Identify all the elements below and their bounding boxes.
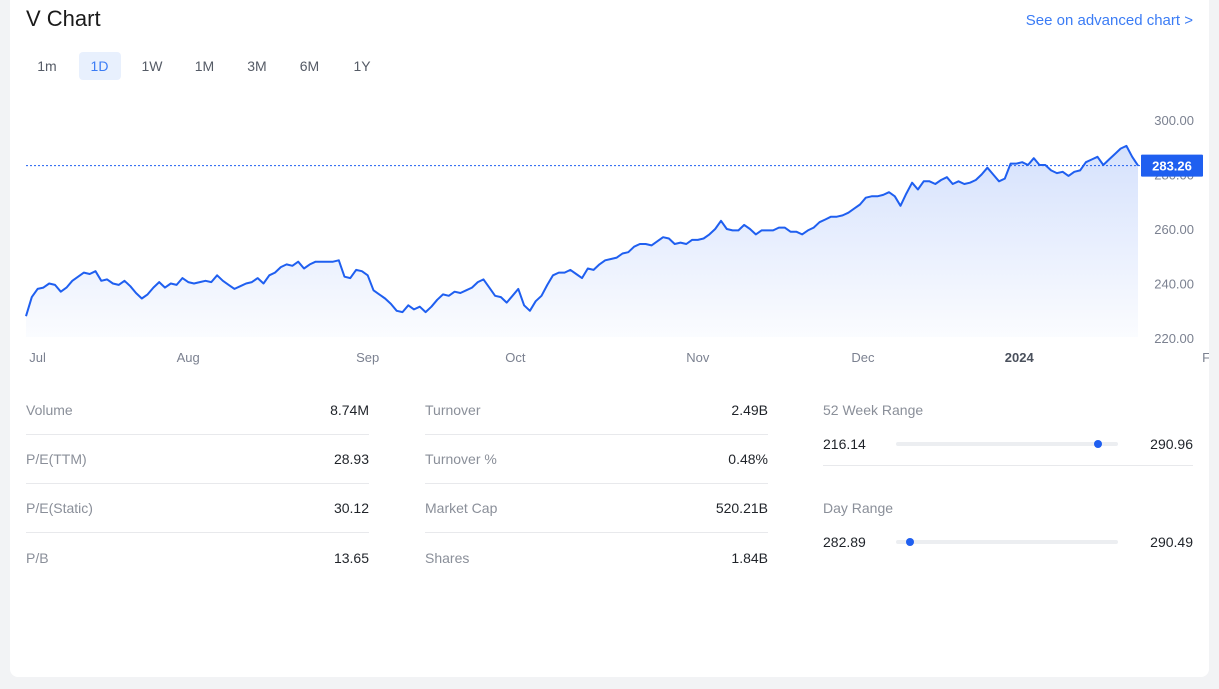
price-area [26, 145, 1138, 337]
y-tick-label: 220.00 [1154, 331, 1194, 346]
range-day: Day Range 282.89 290.49 [823, 500, 1193, 550]
stat-value: 30.12 [333, 500, 369, 516]
stat-label: P/E(TTM) [26, 451, 87, 467]
stat-label: Volume [26, 402, 73, 418]
x-tick-label: 2024 [1005, 350, 1035, 365]
stat-row-turnover-pct: Turnover % 0.48% [425, 435, 768, 484]
tab-period-3m[interactable]: 3M [247, 58, 267, 74]
stat-row-pb: P/B 13.65 [26, 533, 369, 582]
range-high: 290.49 [1150, 534, 1193, 550]
x-tick-label: Aug [177, 350, 200, 365]
stat-label: P/B [26, 549, 49, 566]
x-tick-label: Dec [851, 350, 875, 365]
stat-row-market-cap: Market Cap 520.21B [425, 484, 768, 533]
period-tabs: 1m 1D 1W 1M 3M 6M 1Y [26, 52, 394, 80]
stat-row-pe-static: P/E(Static) 30.12 [26, 484, 369, 533]
stat-row-volume: Volume 8.74M [26, 386, 369, 435]
stats-column-2: Turnover 2.49B Turnover % 0.48% Market Cap… [425, 386, 768, 582]
tab-period-1y[interactable]: 1Y [353, 58, 371, 74]
x-tick-label: Jul [29, 350, 46, 365]
range-marker [1093, 440, 1102, 448]
stat-label: Market Cap [425, 500, 498, 516]
stats-column-1: Volume 8.74M P/E(TTM) 28.93 P/E(Static) 30.… [26, 386, 369, 582]
stat-row-shares: Shares 1.84B [425, 533, 768, 582]
range-track [895, 440, 1118, 448]
y-tick-label: 260.00 [1154, 222, 1194, 237]
stat-value: 0.48% [728, 451, 768, 467]
range-track [895, 538, 1118, 546]
range-title: 52 Week Range [823, 402, 924, 418]
tab-period-6m[interactable]: 6M [299, 58, 320, 74]
last-price-tag: 283.26 [1141, 154, 1203, 177]
divider [823, 465, 1193, 466]
page-title: V Chart [26, 6, 101, 31]
stat-value: 520.21B [715, 500, 768, 516]
chart-card: V Chart See on advanced chart > 1m 1D 1W… [10, 0, 1209, 677]
stat-value: 28.93 [333, 451, 369, 467]
range-low: 282.89 [823, 534, 866, 550]
x-tick-label: Nov [686, 350, 710, 365]
tab-period-1w[interactable]: 1W [141, 58, 163, 74]
range-low: 216.14 [823, 436, 866, 452]
tab-period-1mo[interactable]: 1M [194, 58, 215, 74]
y-tick-label: 240.00 [1154, 277, 1194, 292]
stat-row-turnover: Turnover 2.49B [425, 386, 768, 435]
stat-label: Shares [425, 549, 470, 566]
stat-value: 8.74M [330, 402, 369, 418]
stat-label: P/E(Static) [26, 500, 93, 516]
last-price-label: 283.26 [1152, 159, 1192, 174]
y-tick-label: 300.00 [1154, 113, 1194, 128]
range-marker [906, 538, 915, 546]
stat-label: Turnover % [425, 451, 497, 467]
advanced-chart-link[interactable]: See on advanced chart > [1025, 12, 1193, 29]
range-title: Day Range [823, 500, 894, 516]
stat-value: 2.49B [731, 402, 768, 418]
stat-row-pe-ttm: P/E(TTM) 28.93 [26, 435, 369, 484]
range-high: 290.96 [1150, 436, 1193, 452]
price-line [25, 144, 1139, 317]
x-tick-label: Oct [505, 350, 526, 365]
x-axis: JulAugSepOctNovDec2024FebMar [29, 350, 1209, 365]
tab-period-1d[interactable]: 1D [78, 52, 121, 80]
range-52-week: 52 Week Range 216.14 290.96 [823, 402, 1193, 466]
stat-value: 1.84B [731, 549, 768, 566]
x-tick-label: Feb [1202, 350, 1209, 365]
stat-label: Turnover [425, 402, 481, 418]
x-tick-label: Sep [356, 350, 379, 365]
tab-period-1m[interactable]: 1m [37, 58, 57, 74]
stat-value: 13.65 [333, 549, 369, 566]
